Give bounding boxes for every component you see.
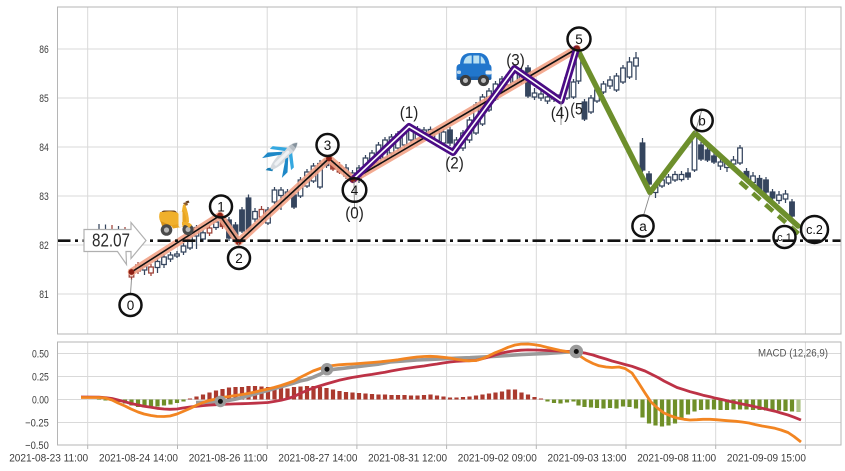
svg-text:(5: (5 bbox=[570, 101, 582, 119]
svg-text:2021-09-09 15:00: 2021-09-09 15:00 bbox=[727, 453, 806, 465]
svg-text:(4): (4) bbox=[551, 105, 570, 123]
svg-text:4: 4 bbox=[351, 183, 359, 198]
svg-text:a: a bbox=[639, 219, 647, 234]
svg-text:82: 82 bbox=[39, 240, 49, 252]
svg-text:2021-08-31 12:00: 2021-08-31 12:00 bbox=[368, 453, 447, 465]
svg-text:86: 86 bbox=[39, 44, 49, 56]
svg-text:2021-08-26 11:00: 2021-08-26 11:00 bbox=[189, 453, 268, 465]
svg-text:2021-08-24 14:00: 2021-08-24 14:00 bbox=[99, 453, 178, 465]
svg-text:85: 85 bbox=[39, 93, 49, 105]
svg-text:b: b bbox=[698, 113, 706, 128]
svg-text:2021-08-27 14:00: 2021-08-27 14:00 bbox=[278, 453, 357, 465]
svg-text:(1): (1) bbox=[400, 104, 419, 122]
svg-text:5: 5 bbox=[575, 32, 583, 47]
svg-text:0.25: 0.25 bbox=[32, 372, 49, 384]
svg-text:2021-09-03 13:00: 2021-09-03 13:00 bbox=[548, 453, 627, 465]
svg-text:0: 0 bbox=[127, 298, 135, 313]
svg-text:2021-08-23 11:00: 2021-08-23 11:00 bbox=[9, 453, 88, 465]
svg-text:−0.25: −0.25 bbox=[25, 418, 49, 430]
svg-text:0.00: 0.00 bbox=[32, 395, 49, 407]
svg-text:c.2: c.2 bbox=[806, 223, 823, 237]
svg-text:(0): (0) bbox=[345, 205, 364, 223]
svg-text:82.07: 82.07 bbox=[92, 231, 130, 251]
svg-text:2021-09-02 09:00: 2021-09-02 09:00 bbox=[458, 453, 537, 465]
svg-text:1: 1 bbox=[217, 199, 225, 214]
svg-text:2021-09-08 11:00: 2021-09-08 11:00 bbox=[637, 453, 716, 465]
svg-text:2: 2 bbox=[235, 251, 243, 266]
svg-text:3: 3 bbox=[324, 138, 332, 153]
svg-text:MACD (12,26,9): MACD (12,26,9) bbox=[758, 348, 828, 360]
svg-text:(2): (2) bbox=[445, 155, 464, 173]
svg-text:(3): (3) bbox=[506, 52, 525, 70]
svg-text:84: 84 bbox=[39, 142, 49, 154]
svg-text:83: 83 bbox=[39, 191, 49, 203]
svg-text:c.1: c.1 bbox=[777, 232, 792, 244]
svg-text:0.50: 0.50 bbox=[32, 349, 49, 361]
svg-text:81: 81 bbox=[39, 289, 49, 301]
svg-text:−0.50: −0.50 bbox=[25, 440, 49, 452]
